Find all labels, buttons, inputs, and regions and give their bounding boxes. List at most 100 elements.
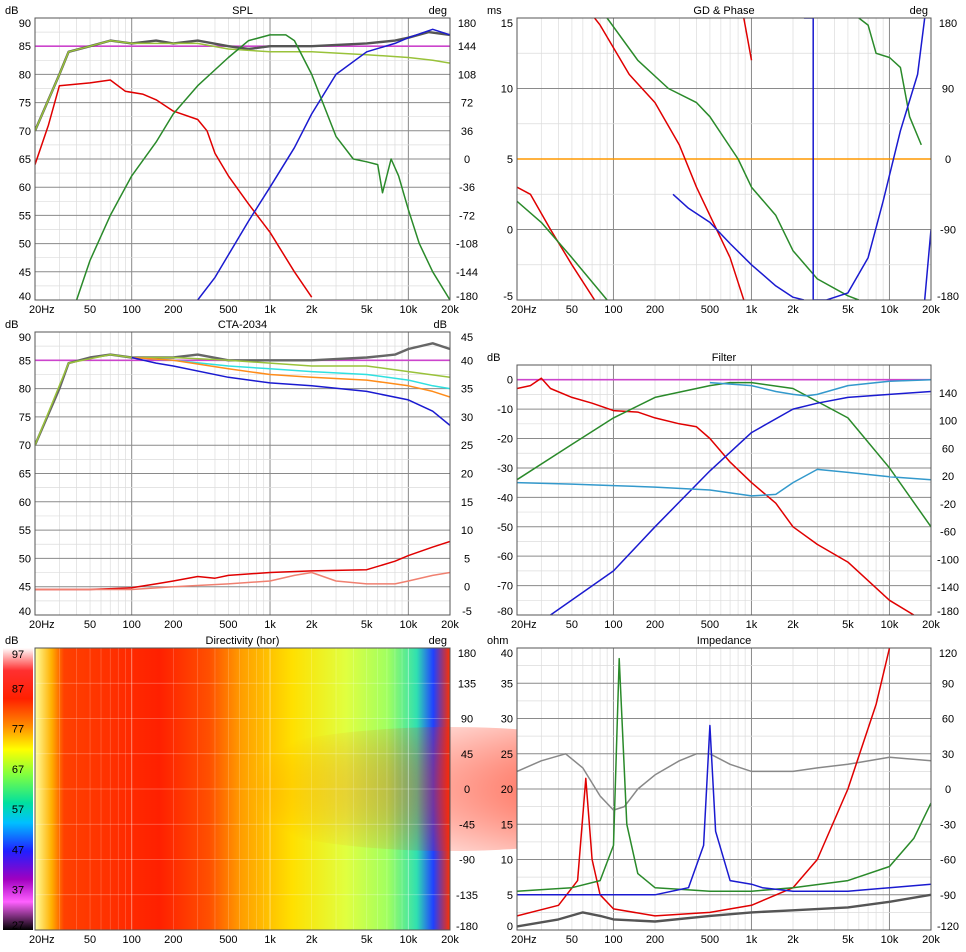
y2-tick-label: -180 xyxy=(456,921,478,933)
y2-tick-label: 60 xyxy=(942,714,954,726)
y-tick-label: 10 xyxy=(501,84,513,96)
y-tick-label: 55 xyxy=(19,525,31,537)
y-tick-label: -20 xyxy=(497,434,513,446)
x-tick-label: 500 xyxy=(701,619,719,631)
x-tick-label: 5k xyxy=(842,934,854,946)
y-tick-label: 40 xyxy=(19,606,31,618)
right-unit-label: deg xyxy=(429,5,447,17)
x-tick-label: 500 xyxy=(219,304,237,316)
x-tick-label: 5k xyxy=(361,619,373,631)
y2-tick-label: 0 xyxy=(464,784,470,796)
left-unit-label: dB xyxy=(487,352,500,364)
y-tick-label: 70 xyxy=(19,126,31,138)
y2-tick-label: 135 xyxy=(458,678,476,690)
series-line-1 xyxy=(517,18,922,300)
x-tick-label: 200 xyxy=(646,934,664,946)
x-tick-label: 10k xyxy=(881,934,899,946)
chart-title: Filter xyxy=(712,352,737,364)
series-line-4 xyxy=(131,356,450,426)
x-tick-label: 2k xyxy=(787,619,799,631)
series-line-4 xyxy=(709,378,931,397)
series-group xyxy=(35,28,450,300)
x-tick-label: 200 xyxy=(646,304,664,316)
y-tick-label: 50 xyxy=(19,553,31,565)
x-tick-label: 1k xyxy=(746,619,758,631)
y2-tick-label: 20 xyxy=(461,469,473,481)
x-tick-label: 20k xyxy=(922,619,940,631)
series-line-3 xyxy=(197,28,450,300)
plot-border xyxy=(516,17,932,301)
x-tick-label: 20Hz xyxy=(29,934,55,946)
series-line-5 xyxy=(35,540,450,591)
chart-panel-1: GD & Phase ms deg -5 0 5 10 15 -180 -90 0 90 180 20Hz… xyxy=(487,5,959,316)
y2-tick-label: 35 xyxy=(461,384,473,396)
x-tick-label: 1k xyxy=(746,934,758,946)
y2-tick-label: -140 xyxy=(937,582,959,594)
chart-title: CTA-2034 xyxy=(218,319,267,331)
series-line-1 xyxy=(35,353,450,446)
color-scale-tick: 67 xyxy=(12,764,24,776)
x-tick-label: 100 xyxy=(123,934,141,946)
y-tick-label: 35 xyxy=(501,678,513,690)
plot-border xyxy=(516,647,932,931)
series-line-0 xyxy=(517,377,915,615)
x-tick-label: 50 xyxy=(84,304,96,316)
y-tick-label: 0 xyxy=(507,225,513,237)
y-tick-label: 45 xyxy=(19,582,31,594)
y2-tick-label: -20 xyxy=(940,499,956,511)
x-tick-label: 20Hz xyxy=(511,619,537,631)
left-unit-label: ms xyxy=(487,5,502,17)
y-tick-label: -80 xyxy=(497,606,513,618)
left-unit-label: ohm xyxy=(487,635,508,647)
y2-tick-label: 108 xyxy=(458,69,476,81)
x-tick-label: 50 xyxy=(84,619,96,631)
y-tick-label: 80 xyxy=(19,69,31,81)
y-tick-label: -40 xyxy=(497,492,513,504)
x-tick-label: 50 xyxy=(566,934,578,946)
y-tick-label: 5 xyxy=(507,154,513,166)
color-scale-tick: 87 xyxy=(12,683,24,695)
y2-tick-label: -5 xyxy=(462,606,472,618)
x-tick-label: 1k xyxy=(264,934,276,946)
y2-tick-label: 0 xyxy=(464,154,470,166)
chart-title: Impedance xyxy=(697,635,751,647)
y-tick-label: 15 xyxy=(501,819,513,831)
x-tick-label: 10k xyxy=(399,619,417,631)
y2-tick-label: 15 xyxy=(461,497,473,509)
y2-tick-label: 36 xyxy=(461,126,473,138)
y2-tick-label: -45 xyxy=(459,819,475,831)
x-tick-label: 20Hz xyxy=(29,619,55,631)
chart-title: GD & Phase xyxy=(693,5,754,17)
x-tick-label: 200 xyxy=(164,304,182,316)
y2-tick-label: -90 xyxy=(459,855,475,867)
y2-tick-label: 10 xyxy=(461,525,473,537)
y2-tick-label: -36 xyxy=(459,182,475,194)
series-line-0 xyxy=(517,18,753,300)
x-tick-label: 100 xyxy=(123,619,141,631)
y2-tick-label: -180 xyxy=(937,291,959,303)
color-scale-tick: 37 xyxy=(12,885,24,897)
x-tick-label: 2k xyxy=(306,934,318,946)
x-tick-label: 5k xyxy=(361,304,373,316)
y2-tick-label: -90 xyxy=(940,890,956,902)
plot-border xyxy=(34,647,451,931)
series-line-3 xyxy=(131,356,450,398)
y2-tick-label: 0 xyxy=(945,154,951,166)
y-tick-label: 65 xyxy=(19,154,31,166)
y-tick-label: -5 xyxy=(503,291,513,303)
x-tick-label: 10k xyxy=(881,304,899,316)
x-tick-label: 200 xyxy=(164,619,182,631)
y2-tick-label: 30 xyxy=(942,749,954,761)
color-scale-bar xyxy=(3,648,33,930)
x-tick-label: 500 xyxy=(219,619,237,631)
series-group xyxy=(517,377,931,615)
y-tick-label: 60 xyxy=(19,497,31,509)
y-tick-label: -60 xyxy=(497,551,513,563)
series-group xyxy=(35,342,450,591)
plot-border xyxy=(34,331,451,616)
x-tick-label: 500 xyxy=(701,934,719,946)
y-tick-label: 20 xyxy=(501,784,513,796)
y2-tick-label: 180 xyxy=(458,648,476,660)
y2-tick-label: 0 xyxy=(464,582,470,594)
